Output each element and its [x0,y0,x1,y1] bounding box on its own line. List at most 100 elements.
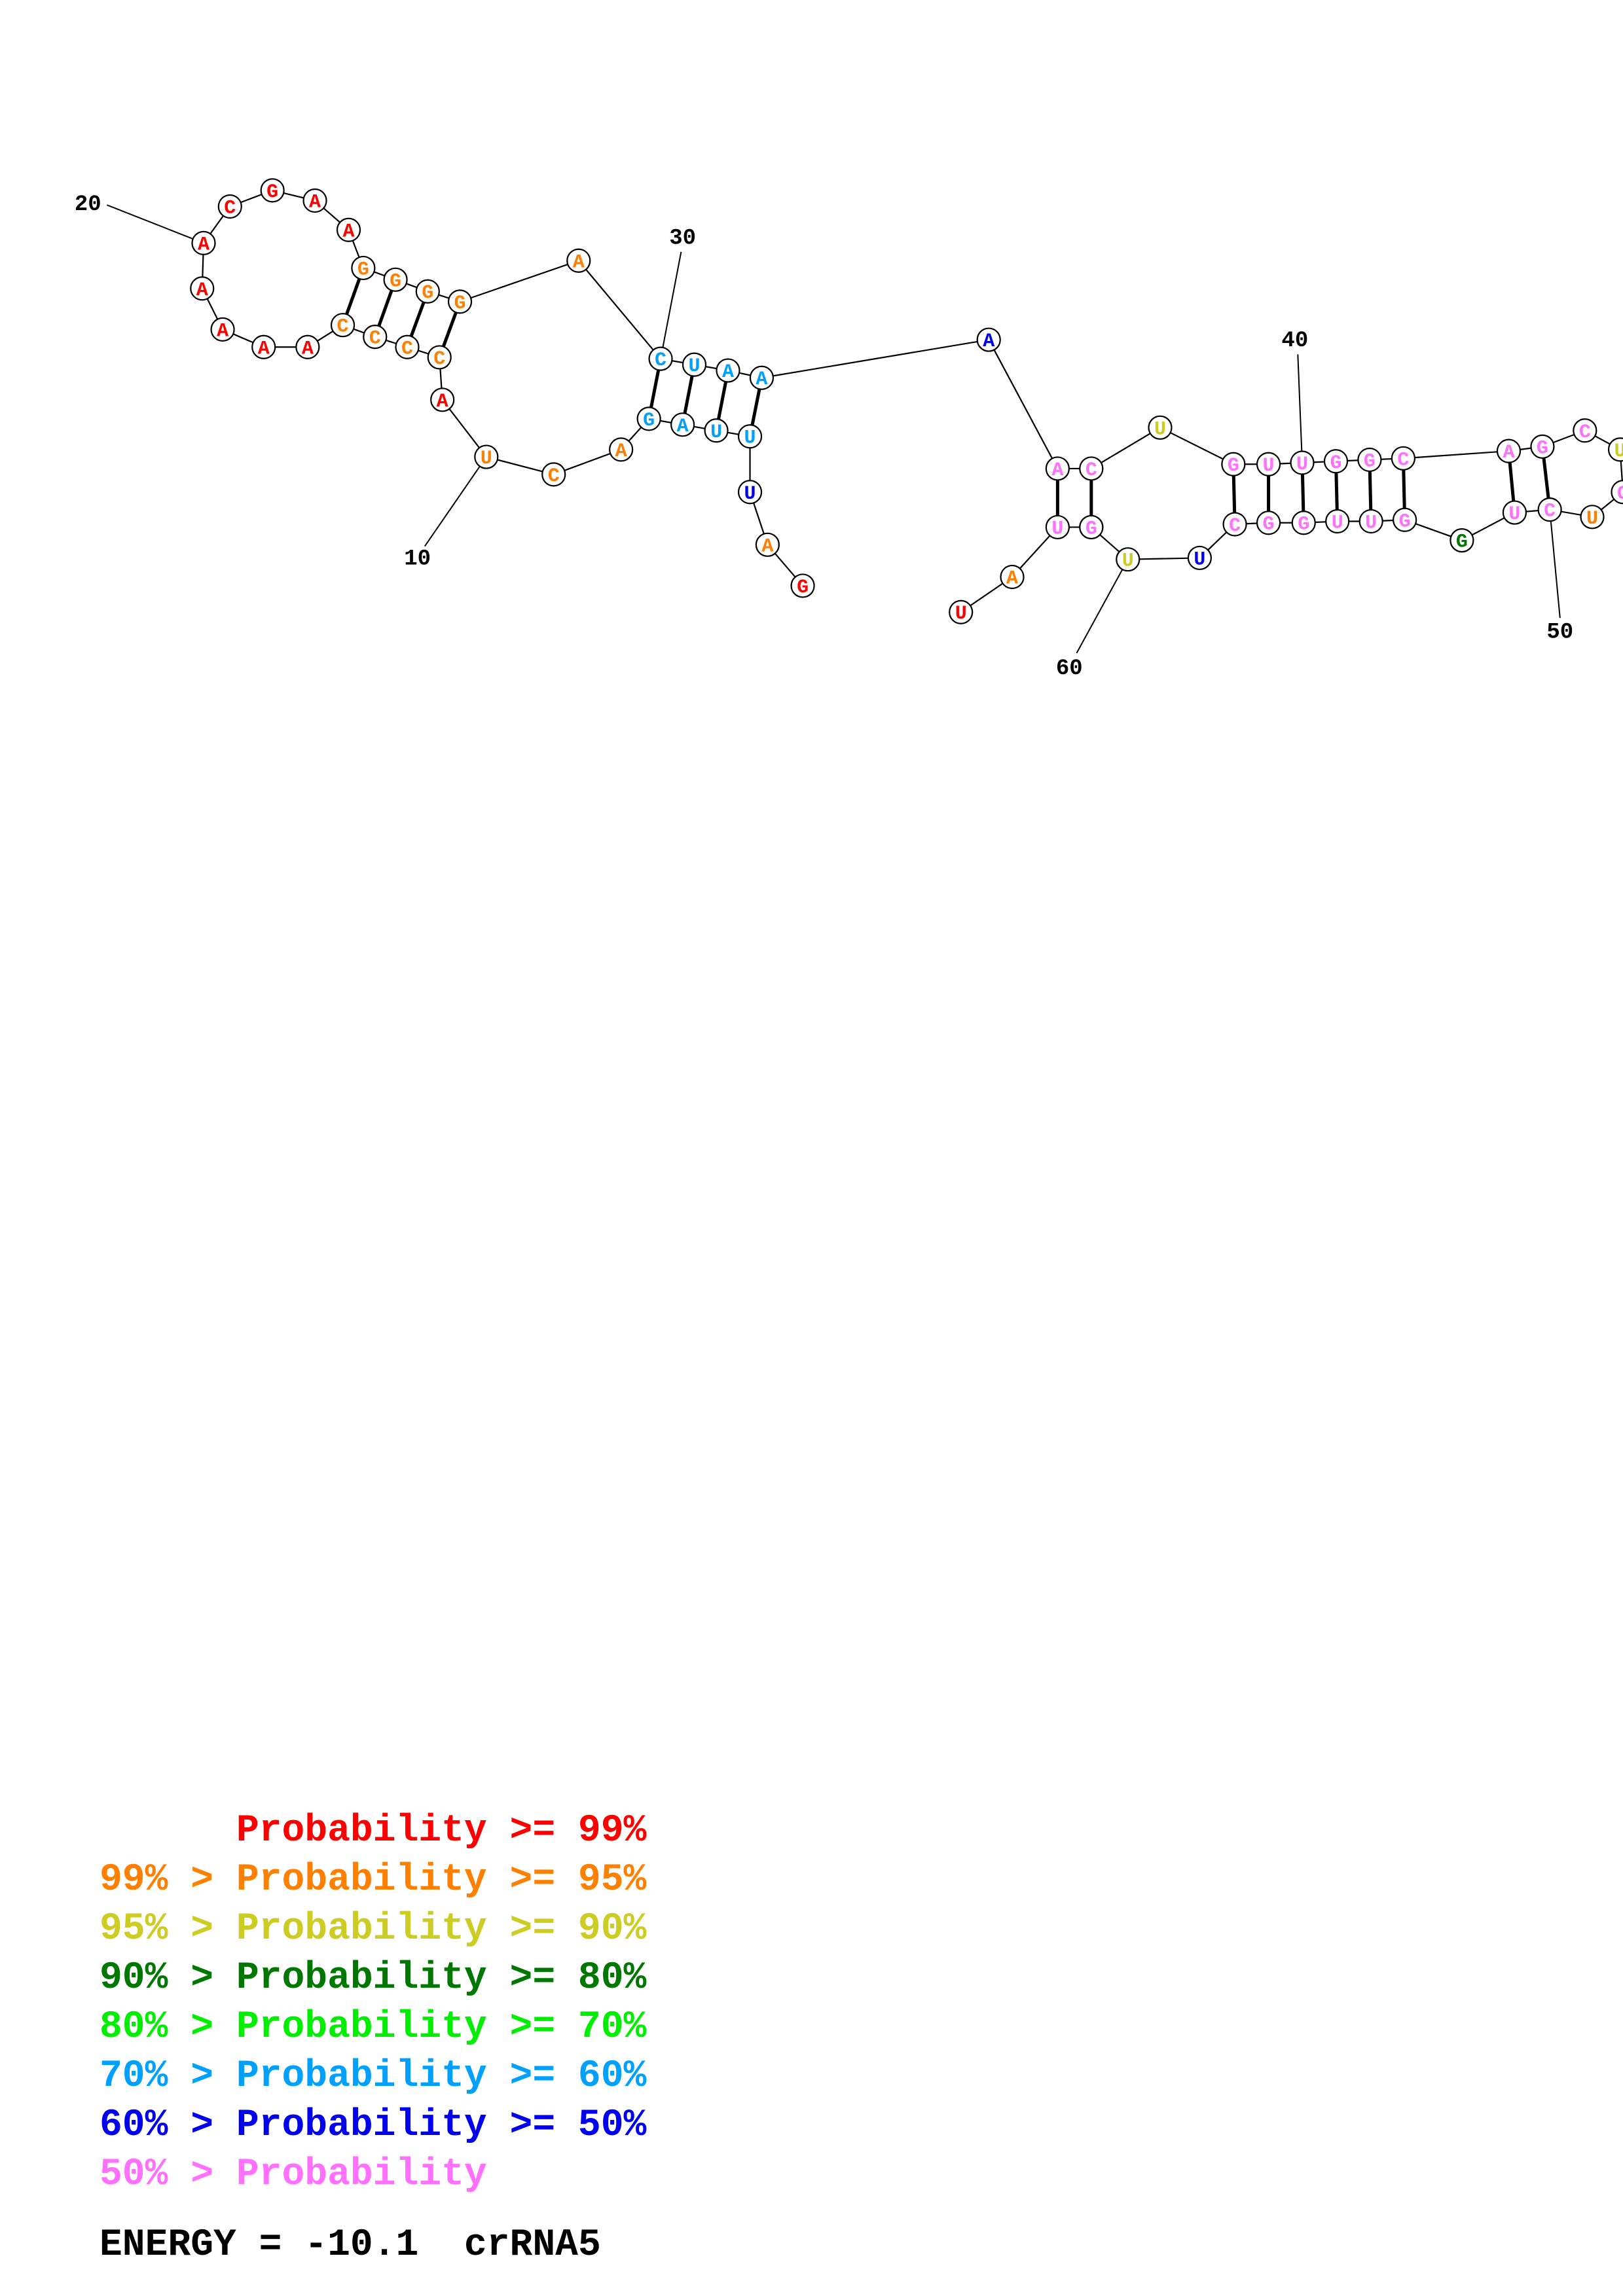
nucleotide-circle [737,424,763,449]
nucleotide-circle [336,217,361,242]
position-label: 40 [1281,329,1308,353]
nucleotide-letter: A [1006,568,1018,590]
nucleotide: G [260,178,285,204]
nucleotide-letter: A [573,251,585,274]
nucleotide: C [1611,480,1623,505]
nucleotide: A [302,188,327,214]
nucleotide: U [1148,415,1173,440]
nucleotide: U [737,480,763,505]
nucleotide-letter: A [196,279,208,302]
legend-text: Probability >= 80% [236,1957,647,2000]
nucleotide-letter: U [1051,518,1063,540]
nucleotide-letter: A [677,416,689,438]
nucleotide-letter: A [615,440,627,463]
nucleotide: G [636,406,661,432]
nucleotide-letter: C [369,328,381,350]
nucleotide-letter: G [1364,451,1376,473]
nucleotide-letter: C [224,197,236,219]
nucleotide-circle [609,437,634,462]
nucleotide-letter: G [1228,455,1239,477]
nucleotide-letter: U [1365,512,1377,535]
nucleotide-circle [1045,456,1070,481]
nucleotide-letter: U [1296,454,1308,476]
nucleotide-circle [330,313,356,338]
nucleotide: U [737,424,763,450]
nucleotide-circle [1391,446,1415,471]
energy-value: -10.1 [304,2224,419,2267]
nucleotide: U [474,444,499,470]
sequence-name: crRNA5 [464,2224,601,2267]
legend-text: Probability >= 70% [236,2006,647,2049]
legend-text: Probability >= 99% [236,1810,647,1852]
nucleotide: U [949,600,974,625]
nucleotide-circle [302,188,327,213]
nucleotide-letter: A [198,234,210,256]
nucleotide: A [190,276,215,302]
legend-text: Probability >= 95% [236,1859,647,1901]
nucleotide-letter: C [1579,422,1591,444]
backbone-segment [577,260,661,359]
nucleotide: G [1393,507,1417,533]
nucleotide-circle [716,358,740,383]
nucleotide-letter: A [217,320,228,342]
nucleotide: G [415,279,440,304]
nucleotide-circle [1256,511,1281,535]
legend-text: Probability [236,2153,487,2196]
nucleotide-circle [1221,452,1246,476]
nucleotide-letter: G [1456,531,1468,554]
nucleotide-letter: G [390,270,401,293]
nucleotide-circle [1573,418,1597,443]
nucleotide-circle [1116,547,1140,572]
nucleotide-letter: G [266,181,278,204]
nucleotide-circle [949,600,974,624]
nucleotide-circle [636,406,661,431]
nucleotide: C [1537,497,1562,523]
nucleotide: U [704,418,729,444]
nucleotide: U [1359,509,1383,535]
nucleotide-circle [210,317,235,342]
legend-entry: 90% > Probability >= 80% [100,1954,646,2003]
nucleotide-letter: A [1503,442,1514,464]
nucleotide: G [1221,452,1246,477]
nucleotide: U [1607,437,1623,463]
nucleotide-letter: A [309,192,321,214]
nucleotide: G [447,289,473,315]
nucleotide-letter: U [689,355,701,378]
backbone-segment [761,338,989,379]
nucleotide-letter: U [1263,455,1275,477]
nucleotide-letter: C [1229,515,1241,537]
nucleotide-letter: C [337,316,349,338]
nucleotide-circle [1325,509,1350,534]
nucleotide-circle [790,573,815,598]
nucleotide: A [1000,564,1025,590]
legend-prefix: 90% > [100,1957,236,2000]
legend-text: Probability >= 60% [236,2055,647,2098]
nucleotide-letter: U [1154,418,1166,440]
nucleotide-letter: G [1537,437,1548,459]
nucleotide: U [1580,505,1605,530]
position-label: 60 [1056,656,1083,681]
nucleotide: U [1187,545,1213,571]
nucleotide-letter: A [342,221,354,243]
legend-prefix [100,1810,236,1852]
nucleotide-letter: A [258,338,270,360]
nucleotide-letter: A [722,361,734,384]
nucleotide-circle [251,334,276,359]
nucleotide: C [330,313,356,338]
nucleotide-letter: G [797,577,809,599]
nucleotide-letter: C [433,348,445,370]
nucleotide-letter: U [1586,508,1598,530]
nucleotide-letter: U [1122,550,1134,573]
nucleotide-circle [430,387,455,412]
nucleotide: A [251,334,276,360]
position-label: 50 [1546,620,1573,645]
nucleotide-circle [395,334,420,359]
nucleotide: A [295,334,320,360]
backbone-segment [1091,427,1161,469]
nucleotide: G [1357,447,1382,473]
nucleotide-letter: A [437,391,448,413]
nucleotide: U [1290,450,1315,476]
position-tick [1549,509,1561,619]
nucleotide-circle [217,194,242,219]
